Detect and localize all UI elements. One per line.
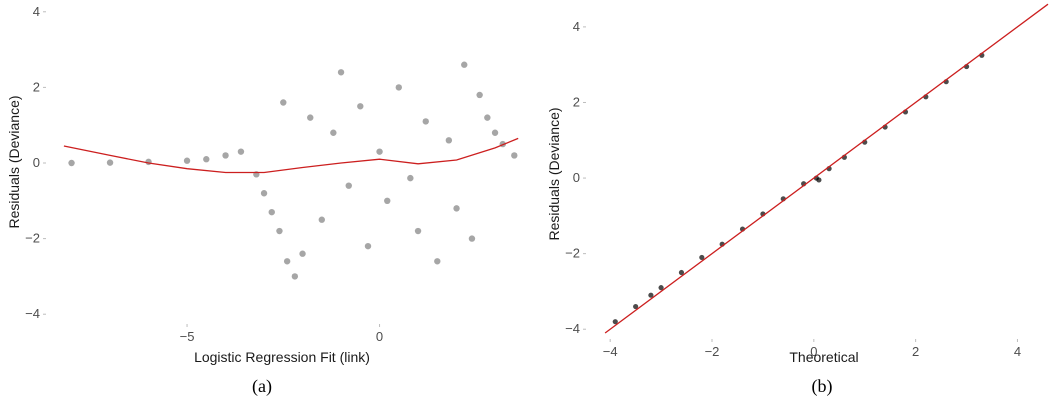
scatter-point (68, 159, 75, 167)
scatter-point (511, 152, 518, 159)
scatter-point (307, 114, 314, 121)
scatter-point (816, 177, 822, 183)
scatter-point (384, 197, 391, 205)
panel-a: −4 −2 0 2 4 −5 0 Logistic Regression Fit (lin… (6, 4, 519, 397)
panel-b-x-axis-title: Theoretical (789, 349, 858, 365)
scatter-point (106, 159, 114, 166)
scatter-point (283, 258, 291, 265)
x-tick-label: −2 (705, 344, 720, 359)
x-tick-label: 0 (810, 344, 817, 359)
y-tick-label: 0 (33, 155, 40, 170)
scatter-point (658, 285, 664, 291)
scatter-point (476, 91, 483, 99)
scatter-point (376, 148, 383, 155)
scatter-point (260, 190, 268, 197)
panel-a-points (68, 61, 518, 280)
x-tick-label: 2 (912, 344, 919, 359)
scatter-point (484, 114, 491, 121)
panel-a-x-ticks: −5 0 (180, 324, 383, 344)
scatter-point (648, 292, 654, 298)
y-tick-label: −2 (25, 231, 40, 246)
panel-b: −4 −2 0 2 4 −4 −2 0 2 4 Theoretical Residuals (D… (546, 3, 1049, 397)
scatter-point (203, 156, 210, 163)
scatter-point (407, 174, 414, 182)
panel-b-points (612, 52, 985, 325)
panel-a-y-ticks: −4 −2 0 2 4 (25, 4, 46, 321)
y-tick-label: −4 (565, 321, 580, 336)
panel-b-x-ticks: −4 −2 0 2 4 (603, 339, 1021, 359)
series-line (604, 3, 1049, 334)
y-tick-label: −4 (25, 306, 40, 321)
scatter-point (145, 158, 152, 166)
scatter-point (414, 227, 422, 235)
scatter-point (699, 254, 705, 261)
scatter-point (453, 205, 460, 212)
scatter-point (364, 242, 372, 250)
scatter-point (299, 250, 306, 257)
scatter-point (395, 84, 402, 91)
scatter-point (491, 129, 499, 136)
scatter-point (183, 157, 191, 164)
panel-b-reference-line (604, 3, 1049, 334)
panel-a-y-axis-title: Residuals (Deviance) (6, 95, 22, 228)
panel-a-caption: (a) (252, 376, 272, 397)
scatter-point (222, 152, 229, 159)
scatter-point (612, 319, 618, 325)
scatter-point (678, 269, 685, 276)
y-tick-label: 4 (573, 19, 580, 34)
panel-b-y-ticks: −4 −2 0 2 4 (565, 19, 586, 336)
scatter-point (445, 137, 453, 144)
scatter-point (422, 118, 429, 125)
y-tick-label: 0 (573, 170, 580, 185)
x-tick-label: −4 (603, 344, 618, 359)
panel-a-smooth-line (63, 137, 519, 174)
panel-a-x-axis-title: Logistic Regression Fit (link) (194, 349, 370, 365)
panel-b-y-axis-title: Residuals (Deviance) (546, 107, 562, 240)
y-tick-label: 2 (573, 94, 580, 109)
scatter-point (461, 61, 468, 68)
y-tick-label: 2 (33, 79, 40, 94)
scatter-point (291, 273, 299, 280)
scatter-point (276, 227, 283, 235)
scatter-point (280, 99, 287, 106)
scatter-point (345, 182, 352, 189)
scatter-point (330, 129, 337, 136)
y-tick-label: −2 (565, 246, 580, 261)
scatter-point (318, 216, 325, 223)
y-tick-label: 4 (33, 4, 40, 19)
scatter-point (337, 69, 345, 76)
series-line (63, 137, 519, 174)
x-tick-label: −5 (180, 329, 195, 344)
panel-b-caption: (b) (812, 376, 833, 397)
scatter-point (357, 103, 364, 110)
x-tick-label: 0 (376, 329, 383, 344)
scatter-point (468, 235, 476, 242)
scatter-point (633, 303, 639, 310)
scatter-point (434, 258, 441, 265)
x-tick-label: 4 (1014, 344, 1021, 359)
scatter-point (268, 208, 275, 216)
scatter-point (237, 148, 245, 155)
